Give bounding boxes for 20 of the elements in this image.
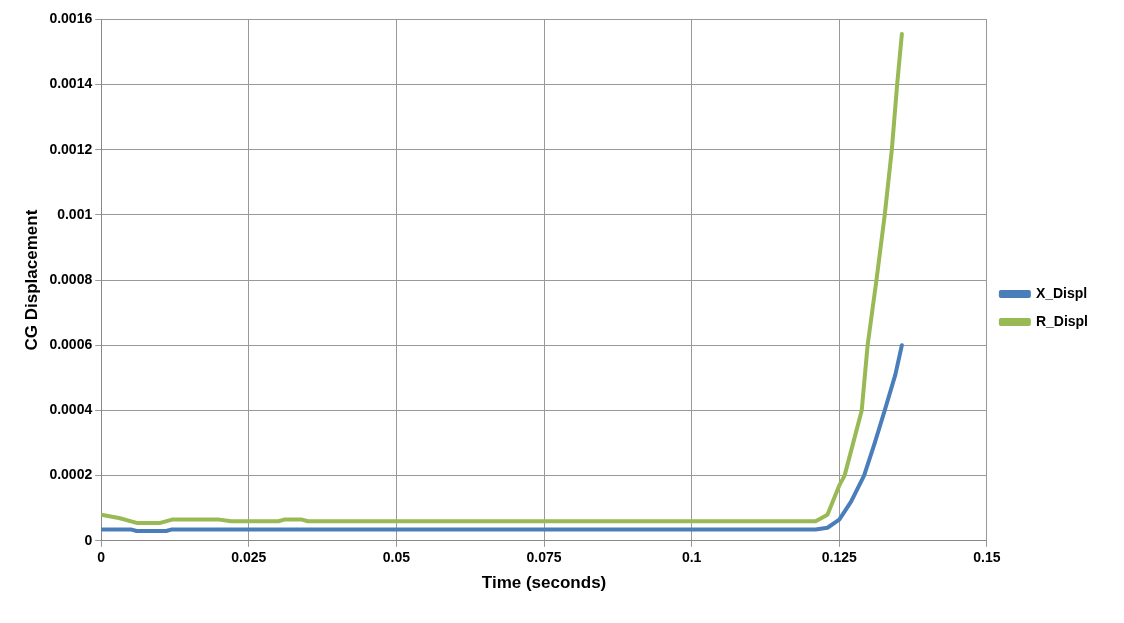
x-tick-label: 0.15	[973, 549, 1001, 566]
x-tick-label: 0.05	[382, 549, 411, 566]
x-tick-label: 0.025	[231, 549, 267, 566]
legend-label: X_Displ	[1035, 284, 1088, 301]
y-tick-label: 0.0004	[49, 401, 93, 418]
x-tick-label: 0.075	[526, 549, 562, 566]
x-tick-label: 0.125	[821, 549, 857, 566]
x-axis-title: Time (seconds)	[481, 573, 607, 593]
legend-label: R_Displ	[1035, 312, 1088, 329]
x-tick-label: 0.1	[681, 549, 702, 566]
y-tick-label: 0	[84, 531, 93, 548]
y-axis-title: CG Displacement	[21, 209, 41, 351]
y-tick-label: 0.0016	[49, 10, 93, 27]
y-tick-label: 0.0006	[49, 336, 93, 353]
y-tick-label: 0.0002	[49, 466, 93, 483]
y-tick-label: 0.001	[57, 205, 93, 222]
x-tick-label: 0	[97, 549, 106, 566]
y-tick-label: 0.0008	[49, 270, 93, 287]
y-tick-label: 0.0014	[49, 75, 93, 92]
y-tick-label: 0.0012	[49, 140, 93, 157]
